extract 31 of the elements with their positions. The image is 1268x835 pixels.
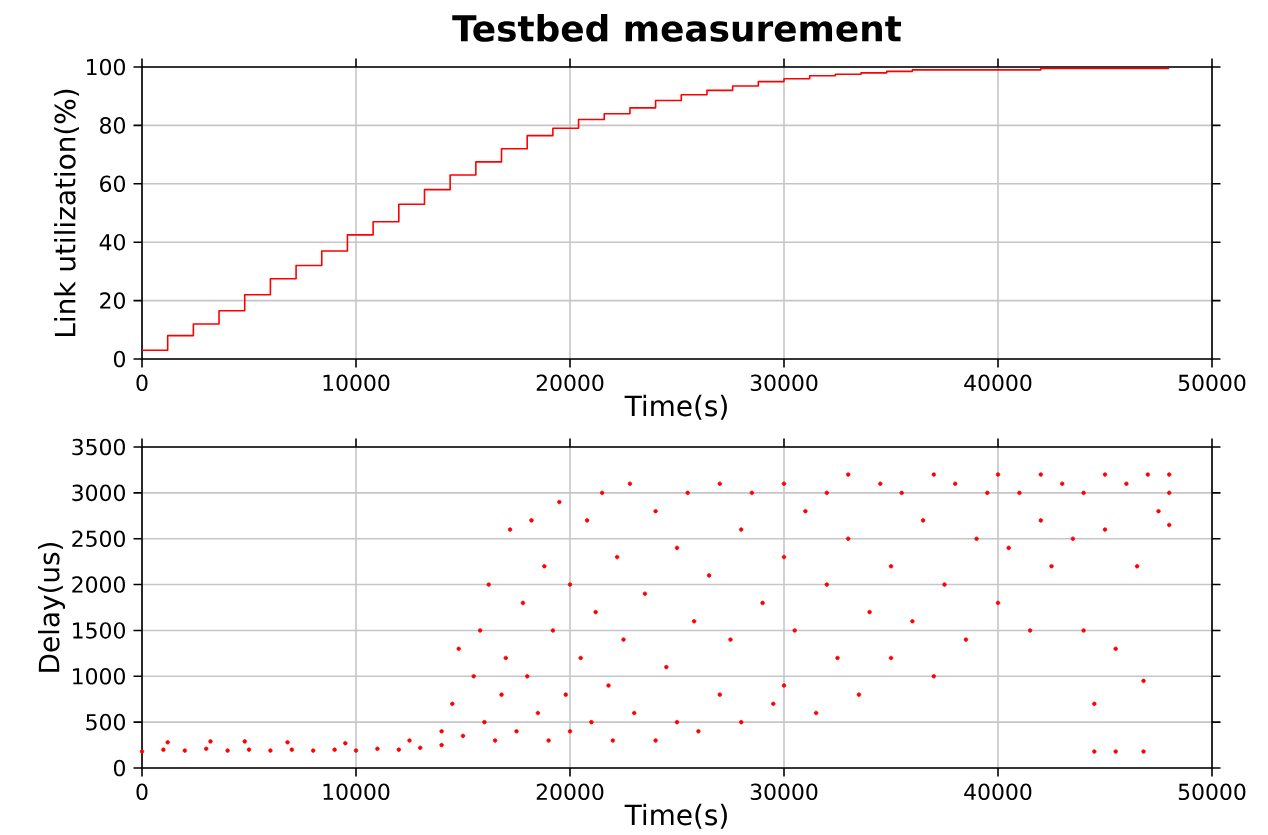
x-axis-title: Time(s) — [624, 394, 727, 420]
x-tick-label: 0 — [136, 783, 148, 800]
x-tick-label: 10000 — [323, 783, 390, 800]
y-axis-title: Link utilization(%) — [54, 89, 79, 336]
x-axis-title: Time(s) — [624, 803, 727, 829]
y-tick-label: 500 — [86, 713, 125, 731]
x-tick-label: 50000 — [1178, 374, 1246, 391]
chart-title: Testbed measurement — [452, 13, 902, 42]
y-tick-label: 60 — [100, 175, 125, 192]
y-tick-label: 20 — [100, 292, 125, 309]
y-tick-label: 0 — [113, 350, 125, 368]
x-tick-label: 20000 — [536, 783, 604, 800]
y-axis-title: Delay(us) — [38, 542, 66, 672]
x-tick-label: 20000 — [536, 374, 604, 391]
y-tick-label: 2000 — [72, 576, 125, 593]
x-tick-label: 30000 — [750, 374, 818, 391]
x-tick-label: 50000 — [1178, 783, 1246, 800]
x-tick-label: 30000 — [750, 783, 818, 800]
y-tick-label: 1000 — [73, 667, 125, 685]
y-tick-label: 3000 — [72, 484, 125, 501]
y-tick-label: 3500 — [72, 438, 125, 456]
x-tick-label: 0 — [136, 374, 148, 391]
y-tick-label: 1500 — [73, 622, 125, 639]
y-tick-label: 40 — [99, 233, 125, 251]
x-tick-label: 40000 — [964, 783, 1032, 800]
y-tick-label: 80 — [100, 116, 125, 134]
y-tick-label: 0 — [113, 759, 125, 777]
y-tick-label: 100 — [87, 58, 125, 76]
y-tick-label: 2500 — [72, 530, 125, 547]
x-tick-label: 40000 — [964, 374, 1032, 391]
x-tick-label: 10000 — [323, 374, 390, 391]
